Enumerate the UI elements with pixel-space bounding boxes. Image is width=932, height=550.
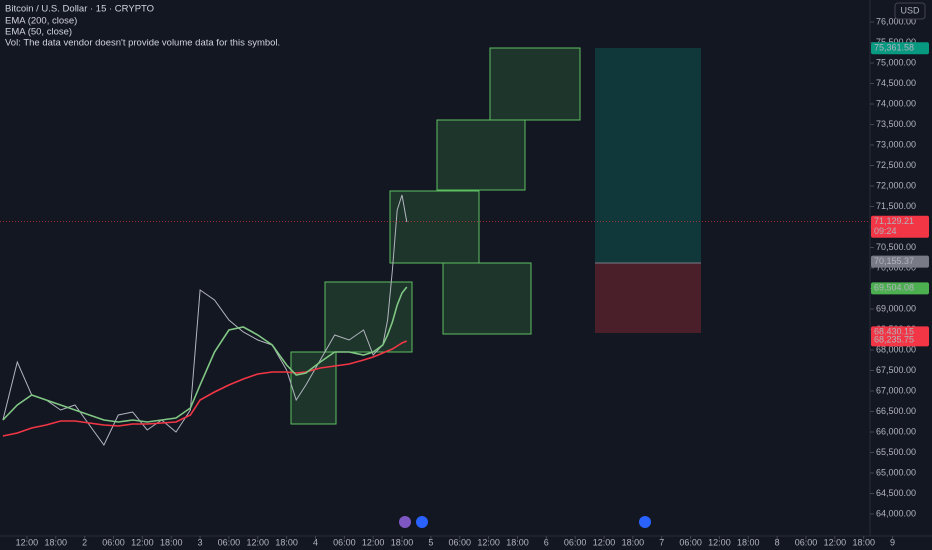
box [290, 351, 337, 425]
x-tick-label: 06:00 [218, 537, 241, 547]
x-tick-label: 4 [313, 537, 318, 547]
event-icon[interactable] [639, 516, 651, 528]
x-tick-label: 18:00 [506, 537, 529, 547]
x-tick-label: 12:00 [593, 537, 616, 547]
series-line [2, 340, 408, 437]
rectangles [290, 47, 581, 425]
y-tick-label: 64,000.00 [876, 508, 916, 518]
price-label: 68,235.75 [874, 335, 914, 345]
price-label: 70,155.37 [874, 256, 914, 266]
x-tick-label: 18:00 [45, 537, 68, 547]
y-tick-label: 64,500.00 [876, 488, 916, 498]
indicator-legend: EMA (200, close) [5, 16, 77, 27]
x-tick-label: 18:00 [737, 537, 760, 547]
box [389, 190, 480, 264]
indicator-legend: Vol: The data vendor doesn't provide vol… [5, 38, 280, 49]
price-label: 71,129.21 [874, 216, 914, 226]
x-tick-label: 8 [775, 537, 780, 547]
x-tick-label: 12:00 [16, 537, 39, 547]
x-tick-label: 5 [428, 537, 433, 547]
y-tick-label: 73,000.00 [876, 139, 916, 149]
y-tick-label: 76,000.00 [876, 16, 916, 26]
currency-button[interactable] [894, 2, 926, 20]
x-tick-label: 06:00 [333, 537, 356, 547]
x-tick-label: 12:00 [362, 537, 385, 547]
x-tick-label: 18:00 [622, 537, 645, 547]
x-tick-label: 3 [198, 537, 203, 547]
x-tick-label: 12:00 [708, 537, 731, 547]
y-tick-label: 69,000.00 [876, 303, 916, 313]
price-label-box [871, 334, 929, 347]
symbol-title: Bitcoin / U.S. Dollar · 15 · CRYPTO [5, 4, 154, 15]
x-tick-label: 18:00 [275, 537, 298, 547]
x-tick-label: 2 [82, 537, 87, 547]
x-tick-label: 06:00 [448, 537, 471, 547]
price-label: 69,504.08 [874, 283, 914, 293]
countdown-label: 09:24 [874, 226, 897, 236]
y-tick-label: 70,500.00 [876, 242, 916, 252]
x-tick-label: 12:00 [824, 537, 847, 547]
price-label: 75,361.58 [874, 43, 914, 53]
x-tick-label: 06:00 [102, 537, 125, 547]
y-tick-label: 73,500.00 [876, 119, 916, 129]
currency-label[interactable]: USD [900, 5, 920, 15]
price-label-box [871, 255, 929, 268]
event-icon[interactable] [416, 516, 428, 528]
x-tick-label: 06:00 [795, 537, 818, 547]
x-tick-label: 18:00 [391, 537, 414, 547]
y-tick-label: 66,000.00 [876, 426, 916, 436]
y-tick-label: 67,500.00 [876, 365, 916, 375]
y-tick-label: 72,000.00 [876, 180, 916, 190]
x-tick-label: 18:00 [160, 537, 183, 547]
x-tick-label: 18:00 [852, 537, 875, 547]
price-label: 68,430.15 [874, 327, 914, 337]
y-tick-label: 75,500.00 [876, 37, 916, 47]
series-line [2, 194, 408, 446]
event-icon[interactable] [399, 516, 411, 528]
x-tick-label: 7 [659, 537, 664, 547]
x-tick-label: 9 [890, 537, 895, 547]
y-tick-label: 68,000.00 [876, 344, 916, 354]
price-label-box [871, 42, 929, 55]
x-tick-label: 12:00 [247, 537, 270, 547]
y-tick-label: 67,000.00 [876, 385, 916, 395]
long-stop-zone [595, 263, 701, 333]
box [489, 47, 581, 121]
long-target-zone [595, 48, 701, 263]
y-tick-label: 72,500.00 [876, 160, 916, 170]
y-tick-label: 66,500.00 [876, 406, 916, 416]
box [442, 262, 532, 335]
price-label-box [871, 215, 929, 238]
y-tick-label: 74,500.00 [876, 78, 916, 88]
x-tick-label: 06:00 [564, 537, 587, 547]
y-tick-label: 75,000.00 [876, 57, 916, 67]
price-label-box [871, 282, 929, 295]
y-tick-label: 71,500.00 [876, 201, 916, 211]
x-tick-label: 6 [544, 537, 549, 547]
box [436, 119, 526, 191]
event-icons [399, 516, 651, 528]
box [324, 281, 413, 353]
y-tick-label: 65,500.00 [876, 447, 916, 457]
y-tick-label: 65,000.00 [876, 467, 916, 477]
y-tick-label: 74,000.00 [876, 98, 916, 108]
x-tick-label: 12:00 [131, 537, 154, 547]
series-line [2, 286, 408, 423]
x-tick-label: 12:00 [477, 537, 500, 547]
plot: 64,000.00 64,500.00 65,000.00 65,500.00 66,0… [2, 16, 916, 547]
indicator-legend: EMA (50, close) [5, 27, 72, 38]
x-tick-label: 06:00 [679, 537, 702, 547]
